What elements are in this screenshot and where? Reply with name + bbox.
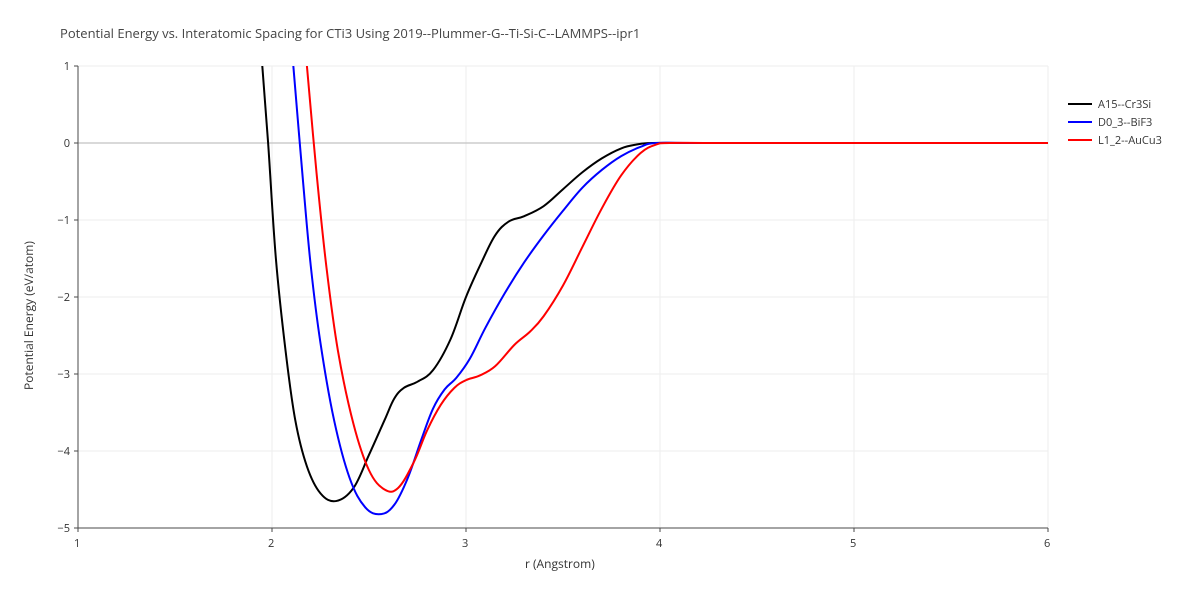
x-tick-label: 2 [268,536,274,551]
grid-group [78,66,1048,528]
x-tick-label: 1 [74,536,80,551]
axis-group [74,66,1048,532]
y-tick-label: −5 [44,521,70,536]
legend: A15--Cr3Si D0_3--BiF3 L1_2--AuCu3 [1068,95,1162,149]
y-axis-label: Potential Energy (eV/atom) [20,241,37,390]
y-tick-label: 0 [44,136,70,151]
legend-item[interactable]: L1_2--AuCu3 [1068,131,1162,149]
y-tick-label: −3 [44,367,70,382]
series-group [262,66,1048,514]
series-A15--Cr3Si[interactable] [262,66,1048,501]
chart-title: Potential Energy vs. Interatomic Spacing… [60,24,640,42]
x-tick-label: 4 [656,536,662,551]
y-tick-label: −4 [44,444,70,459]
legend-item[interactable]: D0_3--BiF3 [1068,113,1162,131]
x-tick-label: 3 [462,536,468,551]
legend-swatch [1068,139,1092,141]
x-tick-label: 6 [1044,536,1050,551]
series-D0_3--BiF3[interactable] [293,66,1048,514]
plot-area [78,66,1048,528]
legend-swatch [1068,121,1092,123]
series-L1_2--AuCu3[interactable] [307,66,1048,492]
y-tick-label: −2 [44,290,70,305]
y-tick-label: 1 [44,59,70,74]
x-tick-label: 5 [850,536,856,551]
legend-label: A15--Cr3Si [1098,97,1151,112]
y-tick-label: −1 [44,213,70,228]
legend-label: D0_3--BiF3 [1098,115,1152,130]
legend-label: L1_2--AuCu3 [1098,133,1162,148]
legend-item[interactable]: A15--Cr3Si [1068,95,1162,113]
x-axis-label: r (Angstrom) [525,555,595,572]
legend-swatch [1068,103,1092,105]
